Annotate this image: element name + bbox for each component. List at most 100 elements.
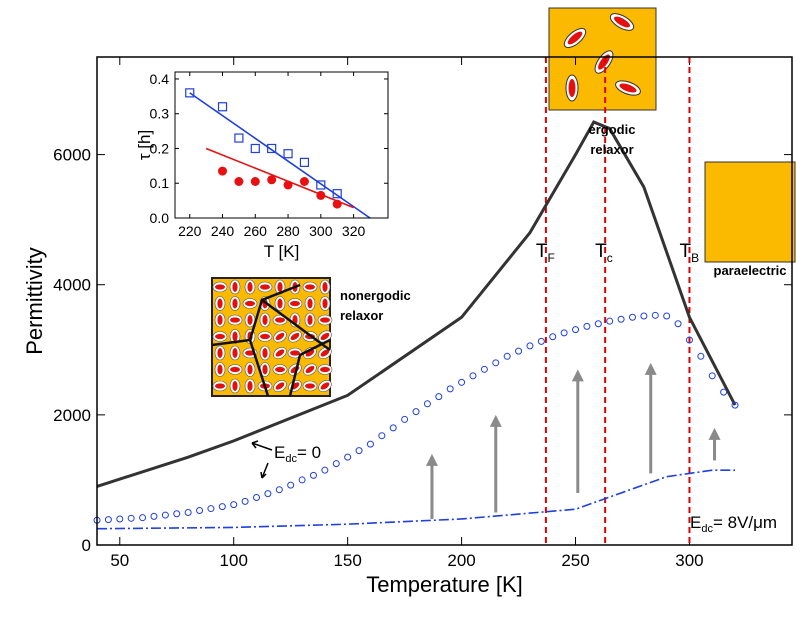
x-axis-label: T [K] <box>264 242 300 261</box>
annotation: Edc= 8V/μm <box>690 513 777 535</box>
domain-core <box>262 364 268 375</box>
domain-core <box>230 366 240 373</box>
domain-core <box>275 382 285 390</box>
point <box>275 486 283 494</box>
series-line <box>96 120 737 488</box>
domain-core <box>232 381 238 391</box>
point <box>606 317 614 325</box>
annotation: nonergodic <box>340 288 411 303</box>
transition-subscript: B <box>691 251 699 265</box>
point <box>708 372 716 380</box>
domain-core <box>614 16 630 28</box>
arrow-head <box>489 414 502 427</box>
point <box>264 490 272 498</box>
domain-wall <box>261 298 331 352</box>
domain-core <box>232 282 238 292</box>
point <box>150 512 158 520</box>
point <box>412 408 420 416</box>
point <box>469 372 477 380</box>
x-tick-label: 240 <box>211 223 235 239</box>
point <box>697 352 705 360</box>
point <box>234 133 244 143</box>
point <box>640 312 648 320</box>
y-tick-label: 0.2 <box>150 140 170 156</box>
point <box>480 365 488 373</box>
domain-core <box>307 315 313 325</box>
point <box>196 507 204 515</box>
x-tick-label: 250 <box>561 551 589 570</box>
point <box>299 177 309 186</box>
point <box>161 511 169 519</box>
domain-core <box>320 349 330 357</box>
annotation: relaxor <box>590 142 633 157</box>
x-tick-label: 300 <box>309 223 333 239</box>
transition-symbol: T <box>595 241 607 262</box>
point <box>267 143 277 154</box>
point <box>253 494 261 502</box>
y-tick-label: 2000 <box>53 406 91 425</box>
point <box>515 347 523 355</box>
y-axis-label: Permittivity <box>22 247 47 355</box>
point <box>628 313 636 321</box>
domain-core <box>568 79 576 97</box>
domain-core <box>307 298 313 309</box>
x-tick-label: 260 <box>244 223 268 239</box>
point <box>316 180 326 190</box>
point <box>321 466 329 474</box>
annotation-symbol: E <box>274 443 285 462</box>
point <box>423 400 431 408</box>
point <box>549 333 557 341</box>
x-tick-label: 300 <box>675 551 703 570</box>
point <box>116 515 124 523</box>
domain-core <box>290 300 300 307</box>
point <box>526 342 534 350</box>
point <box>185 88 195 98</box>
domain-core <box>305 365 315 374</box>
arrow-head <box>425 453 438 466</box>
point <box>389 424 397 432</box>
domain-core <box>322 298 328 309</box>
domain-core <box>320 332 330 341</box>
point <box>435 393 443 401</box>
domain-wall <box>288 338 331 397</box>
illustrations <box>211 7 796 397</box>
point <box>560 329 568 337</box>
point <box>332 189 342 199</box>
series-line <box>189 92 371 219</box>
annotation-subscript: dc <box>701 523 713 535</box>
point <box>283 149 293 159</box>
domain-core <box>290 332 300 341</box>
domain-core <box>305 349 315 357</box>
transition-subscript: F <box>548 251 555 265</box>
point <box>298 476 306 484</box>
domain-core <box>320 382 330 390</box>
domain-core <box>619 83 637 93</box>
inset-background <box>175 72 388 218</box>
point <box>184 508 192 516</box>
arrow-head <box>644 362 657 375</box>
point <box>572 326 580 334</box>
domain-core <box>217 298 223 309</box>
domain-core <box>262 348 268 358</box>
point <box>241 497 249 505</box>
point <box>617 315 625 323</box>
domain-wall <box>211 283 301 347</box>
point <box>663 312 671 320</box>
arrow-head <box>708 427 721 440</box>
x-tick-label: 50 <box>110 551 129 570</box>
point <box>217 102 228 112</box>
domain-core <box>232 348 238 358</box>
series-line <box>205 147 354 209</box>
series-line <box>96 469 736 530</box>
domain-core <box>215 284 225 290</box>
arrow-head <box>571 369 584 382</box>
plot-frame <box>96 56 793 546</box>
domain-core <box>217 364 223 375</box>
point <box>250 177 260 186</box>
domain-core <box>277 298 283 309</box>
x-tick-label: 220 <box>178 223 202 239</box>
domain-core <box>247 364 253 375</box>
domain-core <box>277 282 283 292</box>
